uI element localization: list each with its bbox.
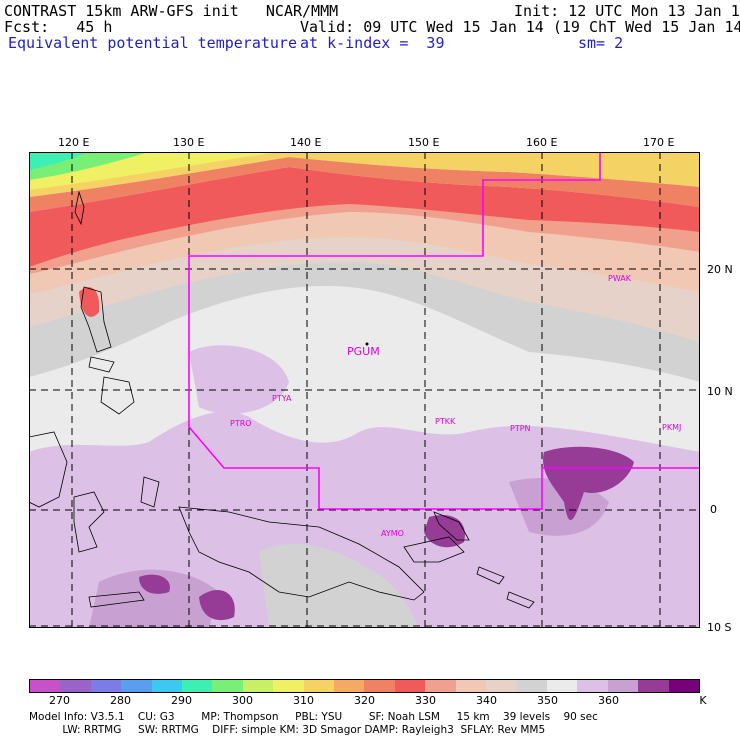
colorbar-tick-label: 320 [354, 694, 375, 707]
model-info-line1: Model Info: V3.5.1 CU: G3 MP: Thompson P… [29, 711, 598, 723]
colorbar-tick-label: 300 [232, 694, 253, 707]
svg-text:PWAK: PWAK [608, 274, 632, 283]
coast-borneo [29, 431, 68, 508]
svg-text:PTRO: PTRO [230, 419, 252, 428]
lon-label: 130 E [173, 136, 205, 149]
field-patch-lavender [189, 345, 289, 414]
field-band-orange [29, 157, 700, 212]
field-band-lavender [29, 411, 700, 628]
coast-luzon [80, 286, 112, 353]
colorbar-unit: K [699, 694, 707, 707]
colorbar-cell [486, 680, 517, 692]
colorbar-cell [638, 680, 669, 692]
lon-label: 140 E [290, 136, 322, 149]
lon-label: 150 E [408, 136, 440, 149]
field-spot-red [79, 287, 100, 317]
colorbar-tick-label: 310 [293, 694, 314, 707]
colorbar-cell [273, 680, 304, 692]
smoothing-label: sm= 2 [578, 34, 624, 52]
valid-time: Valid: 09 UTC Wed 15 Jan 14 (19 ChT Wed … [300, 18, 740, 36]
colorbar-cell [30, 680, 61, 692]
field-patch-lilac [509, 478, 609, 536]
field-band-cyan [29, 152, 89, 170]
colorbar-tick-label: 350 [537, 694, 558, 707]
colorbar-tick-label: 270 [49, 694, 70, 707]
map-canvas: PGUM PTYA PTRO PTKK PTPN PKMJ PWAK AYMO [29, 152, 700, 628]
svg-text:PTYA: PTYA [272, 394, 292, 403]
colorbar-cell [425, 680, 456, 692]
lat-label: 10 S [707, 621, 732, 634]
field-band-red [29, 167, 700, 267]
level-label: at k-index = 39 [300, 34, 445, 52]
svg-text:PTKK: PTKK [435, 417, 456, 426]
station-pwak: PWAK [608, 274, 632, 283]
map-frame [29, 152, 700, 628]
station-pgum: PGUM [347, 342, 380, 358]
colorbar-cell [90, 680, 122, 692]
lon-label: 160 E [526, 136, 558, 149]
station-ptro: PTRO [230, 419, 252, 428]
colorbar-cell [334, 680, 365, 692]
lat-label: 20 N [707, 263, 733, 276]
coast-taiwan [74, 190, 85, 226]
init-time: Init: 12 UTC Mon 13 Jan 14 [514, 2, 740, 20]
station-ptya: PTYA [272, 394, 292, 403]
svg-text:PGUM: PGUM [347, 345, 380, 358]
station-ptkk: PTKK [435, 417, 456, 426]
region-boundary [188, 152, 700, 510]
colorbar-cell [151, 680, 183, 692]
colorbar-cell [455, 680, 487, 692]
colorbar-cell [60, 680, 91, 692]
lon-label: 120 E [58, 136, 90, 149]
coast-solomons [476, 566, 535, 609]
colorbar-cell [546, 680, 578, 692]
field-blob-purple [199, 589, 235, 621]
coast-visayas [88, 356, 115, 373]
svg-text:PKMJ: PKMJ [662, 423, 681, 432]
model-title: CONTRAST 15km ARW-GFS init NCAR/MMM [4, 2, 339, 20]
colorbar-cell [607, 680, 639, 692]
field-name: Equivalent potential temperature [8, 34, 297, 52]
station-aymo: AYMO [381, 529, 404, 538]
colorbar-tick-label: 360 [598, 694, 619, 707]
field-blob-purple [543, 446, 634, 521]
coast-new-guinea [178, 506, 425, 601]
field-patch-lilac [89, 569, 219, 628]
svg-text:AYMO: AYMO [381, 529, 404, 538]
colorbar-cell [394, 680, 426, 692]
svg-text:PTPN: PTPN [510, 424, 531, 433]
colorbar-cell [668, 680, 699, 692]
colorbar-tick-label: 340 [476, 694, 497, 707]
lon-label: 170 E [643, 136, 675, 149]
colorbar-cell [182, 680, 213, 692]
lat-label: 10 N [707, 385, 733, 398]
model-info-line2: LW: RRTMG SW: RRTMG DIFF: simple KM: 3D … [29, 724, 546, 736]
colorbar-cell [121, 680, 152, 692]
coast-new-ireland [433, 511, 470, 541]
coast-sulawesi [73, 491, 105, 553]
colorbar-cell [212, 680, 243, 692]
station-pkmj: PKMJ [662, 423, 681, 432]
field-blob-purple [139, 574, 170, 594]
colorbar-cell [303, 680, 335, 692]
lat-label: 0 [710, 503, 717, 516]
colorbar-tick-label: 290 [171, 694, 192, 707]
colorbar [29, 679, 700, 693]
coast-timor [88, 591, 145, 608]
colorbar-cell [577, 680, 608, 692]
coast-mindanao [100, 376, 135, 415]
station-ptpn: PTPN [510, 424, 531, 433]
colorbar-cell [516, 680, 547, 692]
field-blob-purple [424, 514, 465, 548]
forecast-hour: Fcst: 45 h [4, 18, 113, 36]
colorbar-cell [242, 680, 274, 692]
colorbar-cell [364, 680, 395, 692]
map-panel: PGUM PTYA PTRO PTKK PTPN PKMJ PWAK AYMO [29, 152, 700, 628]
coast-halmahera [140, 476, 160, 508]
colorbar-tick-label: 280 [110, 694, 131, 707]
colorbar-tick-label: 330 [415, 694, 436, 707]
coast-new-britain [403, 536, 465, 563]
